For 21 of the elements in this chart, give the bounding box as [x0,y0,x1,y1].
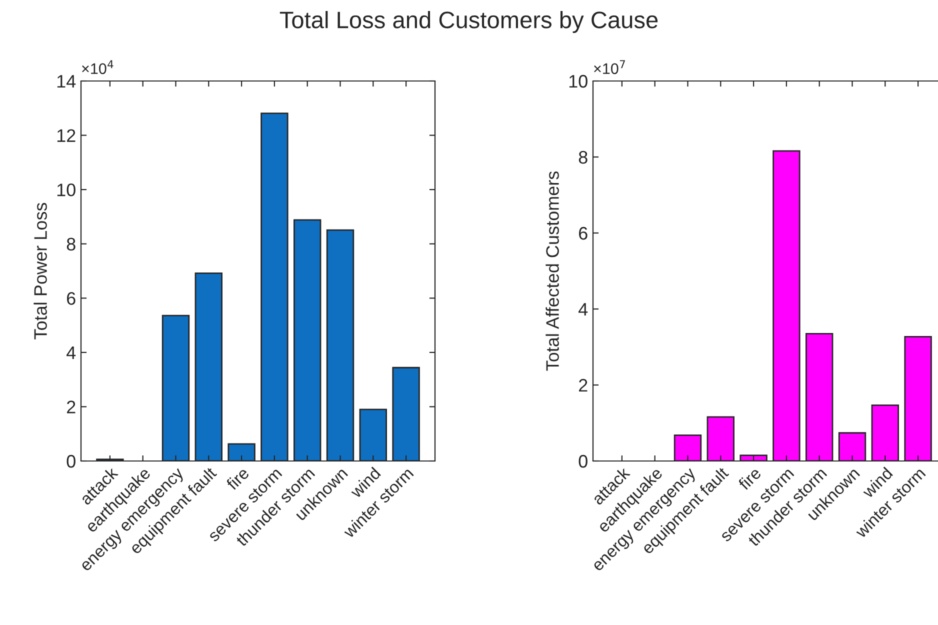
x-tick-label: fire [737,466,762,491]
y-tick-label: 8 [66,238,76,251]
y-tick-label: 6 [67,292,76,305]
y-tick-label: 10 [569,74,588,88]
y-tick-label: 8 [578,150,588,164]
y-tick-label: 4 [578,303,588,316]
text: ×10$^{7}$ [594,60,625,74]
y-tick-label: 4 [66,346,76,359]
y-axis-title: Total Affected Customers [546,171,559,371]
y-tick-label: 6 [579,226,588,240]
chart-title: Total Loss and Customers by Cause [280,10,658,34]
y-tick-label: 2 [67,400,76,414]
y-tick-label: 12 [57,129,76,142]
y-tick-label: 0 [66,454,76,468]
text: ×10$^{4}$ [82,60,114,74]
x-tick-label: fire [225,466,250,491]
y-tick-label: 10 [57,184,76,196]
y-tick-label: 0 [578,454,588,468]
y-tick-label: 14 [57,75,76,88]
y-axis-title: Total Power Loss [34,202,47,340]
y-tick-label: 2 [579,378,588,392]
